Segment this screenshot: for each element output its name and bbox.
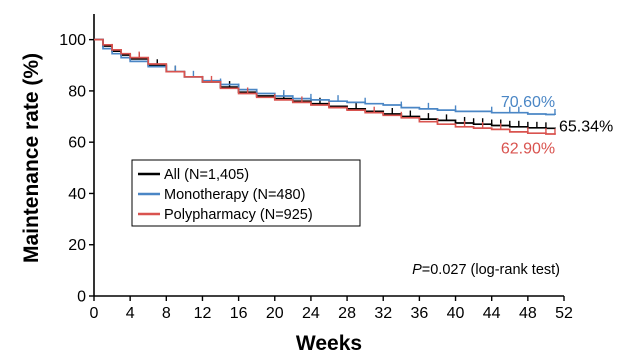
legend-box xyxy=(131,159,361,227)
x-tick-label-32: 32 xyxy=(374,305,392,322)
y-tick-label-0: 0 xyxy=(77,289,86,306)
end-label-2: 62.90% xyxy=(501,141,555,158)
x-tick-label-20: 20 xyxy=(266,305,284,322)
y-tick-label-60: 60 xyxy=(68,135,86,152)
legend-label-1: Monotherapy (N=480) xyxy=(164,187,305,203)
series-line-2 xyxy=(94,38,556,135)
x-tick-label-24: 24 xyxy=(302,305,320,322)
x-tick-label-0: 0 xyxy=(90,305,99,322)
end-label-1: 70.60% xyxy=(501,94,555,111)
end-label-0: 65.34% xyxy=(559,118,613,135)
x-tick-label-16: 16 xyxy=(230,305,248,322)
y-axis-title: Maintenance rate (%) xyxy=(20,53,43,263)
x-tick-label-28: 28 xyxy=(338,305,356,322)
series-line-0 xyxy=(94,38,556,130)
x-tick-label-52: 52 xyxy=(555,305,573,322)
p-value-annotation: P=0.027 (log-rank test) xyxy=(412,262,560,278)
x-axis-title: Weeks xyxy=(296,332,362,354)
legend-label-2: Polypharmacy (N=925) xyxy=(164,207,313,223)
series-layer: 65.34%70.60% 62.90% xyxy=(94,38,613,158)
p-value-italic: P xyxy=(412,262,422,278)
x-tick-label-8: 8 xyxy=(162,305,171,322)
x-tick-label-48: 48 xyxy=(519,305,537,322)
axes xyxy=(93,14,564,297)
y-tick-label-80: 80 xyxy=(68,83,86,100)
x-tick-label-4: 4 xyxy=(126,305,135,322)
x-tick-label-44: 44 xyxy=(483,305,501,322)
y-tick-label-100: 100 xyxy=(59,32,86,49)
y-tick-label-20: 20 xyxy=(68,237,86,254)
legend: All (N=1,405) Monotherapy (N=480) Polyphar… xyxy=(131,159,361,227)
legend-label-0: All (N=1,405) xyxy=(164,167,249,183)
x-tick-label-36: 36 xyxy=(410,305,428,322)
x-tick-label-40: 40 xyxy=(447,305,465,322)
x-tick-label-12: 12 xyxy=(194,305,212,322)
y-tick-label-40: 40 xyxy=(68,186,86,203)
p-value-text: =0.027 (log-rank test) xyxy=(422,262,560,278)
